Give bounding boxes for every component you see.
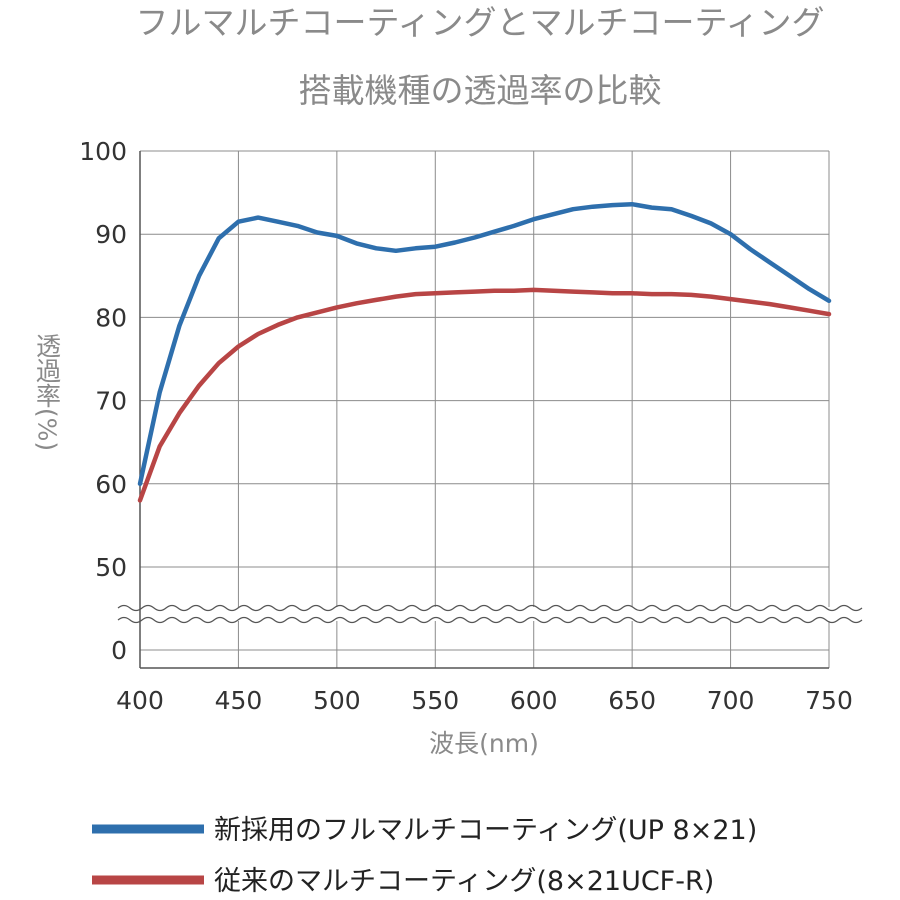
chart-subtitle: 搭載機種の透過率の比較 — [299, 71, 662, 110]
x-axis-label: 波長(nm) — [429, 729, 539, 758]
x-tick-label: 600 — [510, 686, 558, 715]
series-line — [137, 287, 832, 503]
series-lines — [137, 201, 832, 503]
x-tick-label: 450 — [215, 686, 263, 715]
x-tick-label: 700 — [707, 686, 755, 715]
axis-break-wave — [117, 604, 863, 612]
y-tick-label: 50 — [95, 553, 127, 582]
x-tick-label: 500 — [313, 686, 361, 715]
y-tick-label: 90 — [95, 220, 127, 249]
y-tick-label: 60 — [95, 470, 127, 499]
plot-frame — [139, 151, 829, 669]
legend-label: 従来のマルチコーティング(8×21UCF-R) — [214, 866, 714, 897]
y-axis-label: 透過率(%) — [33, 333, 62, 451]
grid-lines — [139, 150, 830, 668]
chart-title: フルマルチコーティングとマルチコーティング — [135, 3, 824, 42]
y-tick-label: 0 — [111, 636, 127, 665]
x-tick-label: 650 — [608, 686, 656, 715]
axis-break-wave — [117, 616, 863, 624]
x-tick-labels: 400 450 500 550 600 650 700 750 — [116, 686, 853, 715]
y-tick-label: 100 — [79, 137, 127, 166]
y-tick-labels: 0 50 60 70 80 90 100 — [79, 137, 127, 665]
x-tick-label: 750 — [805, 686, 853, 715]
x-tick-label: 550 — [411, 686, 459, 715]
y-tick-label: 70 — [95, 387, 127, 416]
x-tick-label: 400 — [116, 686, 164, 715]
legend: 新採用のフルマルチコーティング(UP 8×21) 従来のマルチコーティング(8×2… — [92, 815, 757, 897]
legend-label: 新採用のフルマルチコーティング(UP 8×21) — [214, 815, 757, 846]
y-tick-label: 80 — [95, 303, 127, 332]
axis-break-mark — [117, 604, 863, 624]
series-line — [137, 201, 832, 487]
